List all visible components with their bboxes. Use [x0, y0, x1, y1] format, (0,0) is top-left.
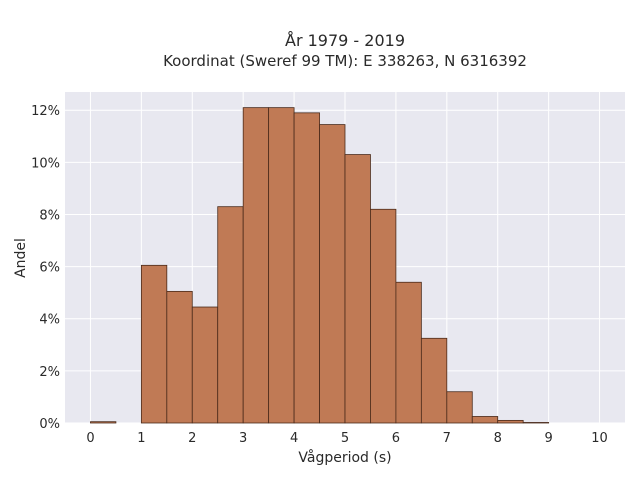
histogram-bar — [497, 419, 524, 424]
x-tick-label: 1 — [137, 431, 145, 446]
histogram-bar — [191, 306, 219, 424]
x-tick-label: 6 — [392, 431, 400, 446]
x-tick-label: 10 — [591, 431, 608, 446]
histogram-bar — [395, 281, 422, 424]
x-tick-label: 2 — [188, 431, 196, 446]
histogram-bar — [446, 391, 473, 424]
histogram-bar — [319, 124, 346, 424]
x-tick-label: 7 — [443, 431, 451, 446]
y-tick-label: 4% — [39, 313, 60, 328]
histogram-bar — [166, 290, 193, 424]
histogram-bar — [471, 416, 499, 424]
histogram-bar — [268, 107, 295, 424]
y-tick-label: 10% — [31, 156, 60, 171]
histogram-bar — [522, 422, 550, 424]
x-tick-label: 5 — [341, 431, 349, 446]
histogram-bar — [293, 112, 320, 424]
x-tick-label: 4 — [290, 431, 298, 446]
y-tick-label: 0% — [39, 417, 60, 432]
y-tick-label: 12% — [31, 104, 60, 119]
bars — [90, 107, 550, 424]
histogram-bar — [140, 264, 168, 424]
chart-subtitle: Koordinat (Sweref 99 TM): E 338263, N 63… — [163, 52, 527, 70]
x-tick-label: 8 — [494, 431, 502, 446]
x-tick-label: 0 — [86, 431, 94, 446]
histogram-bar — [370, 208, 397, 424]
histogram-bar — [242, 107, 270, 424]
y-tick-label: 2% — [39, 365, 60, 380]
chart-title: År 1979 - 2019 — [285, 31, 405, 50]
y-axis-label: Andel — [13, 238, 29, 278]
y-tick-label: 6% — [39, 261, 60, 276]
histogram-bar — [90, 421, 117, 424]
histogram-bar — [344, 154, 371, 424]
histogram-bar — [217, 206, 244, 424]
y-tick-label: 8% — [39, 208, 60, 223]
x-axis-label: Vågperiod (s) — [298, 449, 391, 466]
axis-ticks: 0 1 2 3 4 5 6 7 8 9 10 0% 2% 4% 6% 8% 10% 12% — [31, 104, 608, 446]
x-tick-label: 3 — [239, 431, 247, 446]
x-tick-label: 9 — [544, 431, 552, 446]
histogram-bar — [420, 337, 448, 424]
